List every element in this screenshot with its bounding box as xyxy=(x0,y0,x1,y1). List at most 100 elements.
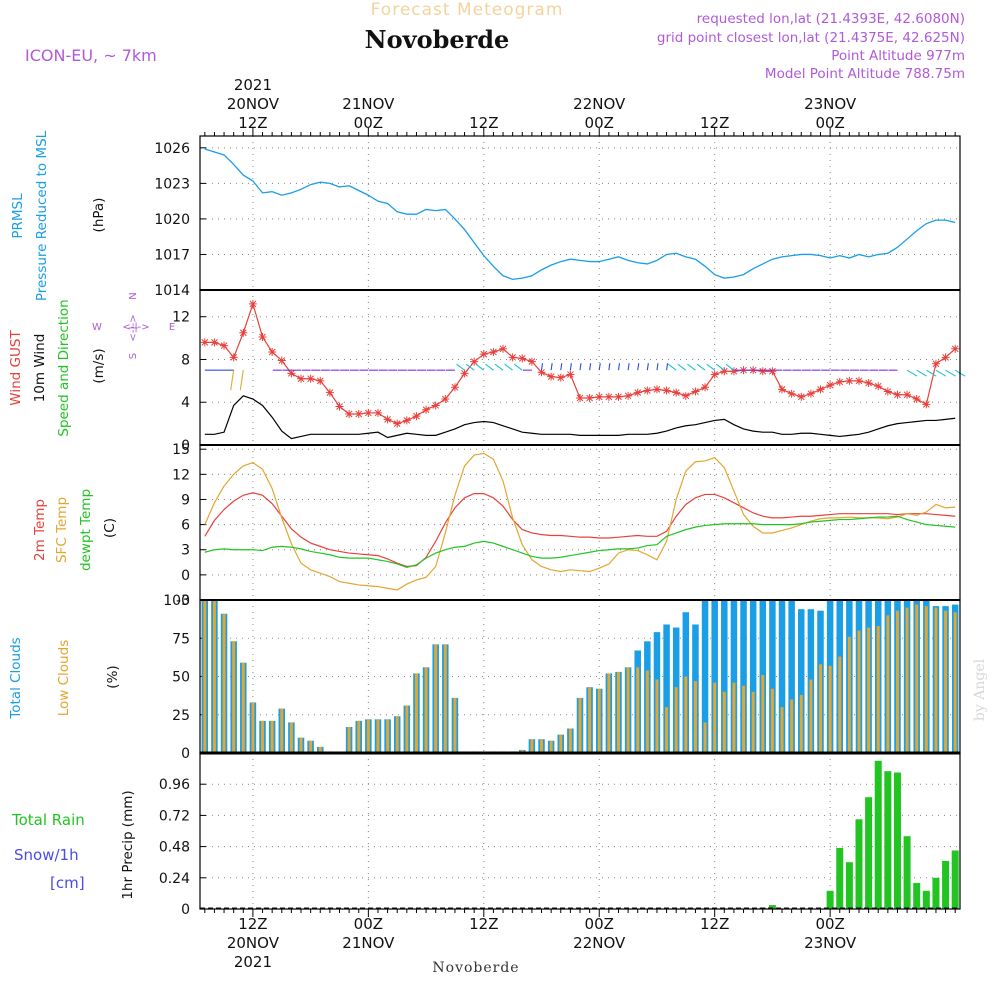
low-clouds-bar xyxy=(732,682,736,753)
low-clouds-bar xyxy=(693,681,697,753)
wind-direction-arrow xyxy=(579,363,582,371)
rain-bar xyxy=(865,797,873,909)
gust-marker xyxy=(893,390,902,399)
wind-direction-arrow xyxy=(926,369,937,377)
bottom-time-label: 00Z xyxy=(815,915,844,933)
gust-marker xyxy=(922,400,931,409)
gust-marker xyxy=(460,369,469,378)
compass-icon: N <-|-> S W <-|-> E xyxy=(92,292,175,359)
gust-marker xyxy=(277,356,286,365)
low-clouds-bar xyxy=(915,604,919,753)
total-clouds-bar xyxy=(769,600,776,753)
low-clouds-bar xyxy=(895,610,899,753)
low-clouds-bar xyxy=(261,720,265,753)
gust-marker xyxy=(652,385,661,394)
top-time-label: 23NOV xyxy=(804,95,857,113)
gust-marker xyxy=(624,391,633,400)
gust-marker xyxy=(681,391,690,400)
wind-direction-arrow xyxy=(706,363,716,371)
low-clouds-bar xyxy=(597,688,601,753)
gust-marker xyxy=(778,385,787,394)
low-clouds-bar xyxy=(713,682,717,753)
rain-bar xyxy=(855,819,863,909)
rain-bar xyxy=(768,905,776,909)
bottom-time-label: 12Z xyxy=(238,915,267,933)
total-clouds-bar xyxy=(711,600,718,753)
gust-marker xyxy=(835,377,844,386)
low-clouds-bar xyxy=(405,705,409,753)
wind-direction-arrow xyxy=(617,363,621,371)
low-clouds-bar xyxy=(616,671,620,753)
gust-marker xyxy=(306,374,315,383)
top-time-label: 00Z xyxy=(815,114,844,132)
gust-marker xyxy=(691,387,700,396)
faded-title: Forecast Meteogram xyxy=(371,0,564,20)
rain-bar xyxy=(951,850,959,909)
gust-marker xyxy=(806,389,815,398)
pressure-line xyxy=(204,148,956,281)
low-clouds-bar xyxy=(376,719,380,753)
low-clouds-bar xyxy=(222,613,226,753)
gust-marker xyxy=(422,405,431,414)
compass-e: E xyxy=(169,322,175,333)
y-tick-label: 8 xyxy=(181,352,190,368)
gust-marker xyxy=(508,353,517,362)
bottom-time-label: 00Z xyxy=(354,915,383,933)
low-clouds-bar xyxy=(251,702,255,753)
total-clouds-bar xyxy=(701,600,709,753)
y-tick-label: 50 xyxy=(172,670,190,686)
low-clouds-bar xyxy=(309,740,313,753)
gust-marker xyxy=(912,395,921,404)
low-clouds-bar xyxy=(443,644,447,753)
gust-marker xyxy=(287,369,296,378)
gust-marker xyxy=(383,415,392,424)
low-clouds-bar xyxy=(530,739,534,753)
gust-marker xyxy=(826,381,835,390)
low-clouds-bar xyxy=(347,726,351,753)
model-altitude: Model Point Altitude 788.75m xyxy=(765,66,965,82)
gust-marker xyxy=(854,376,863,385)
low-clouds-bar xyxy=(520,749,524,753)
gust-marker xyxy=(662,386,671,395)
gust-marker xyxy=(883,387,892,396)
wind-direction-arrow xyxy=(725,363,735,371)
gust-marker xyxy=(402,416,411,425)
gust-marker xyxy=(345,410,354,418)
wind-direction-arrow xyxy=(687,363,696,371)
bottom-time-label: 21NOV xyxy=(342,934,395,952)
dewpt-line xyxy=(204,515,956,568)
snow-unit: [cm] xyxy=(50,874,85,892)
gust-marker xyxy=(874,382,883,391)
precip-unit: 1hr Precip (mm) xyxy=(120,790,136,899)
wind-direction-arrow xyxy=(485,363,494,371)
bottom-time-label: 12Z xyxy=(469,915,498,933)
wind-direction-arrow xyxy=(456,363,465,371)
rain-bar xyxy=(932,877,940,909)
gust-marker xyxy=(595,392,604,401)
wind-direction-arrow xyxy=(608,363,611,371)
low-clouds-bar xyxy=(655,679,659,753)
wind-direction-arrow xyxy=(513,363,523,371)
gust-marker xyxy=(797,392,806,401)
gust-marker xyxy=(845,376,854,385)
gust-marker xyxy=(210,338,219,347)
y-tick-label: 0.72 xyxy=(159,808,190,824)
total-clouds-bar xyxy=(788,600,795,753)
low-clouds-bar xyxy=(799,694,803,753)
y-tick-label: 1014 xyxy=(154,283,190,299)
low-clouds-bar xyxy=(578,697,582,753)
gust-marker xyxy=(903,390,912,399)
gust-marker xyxy=(229,353,238,362)
sfc-temp-line xyxy=(204,452,956,591)
wind-line xyxy=(204,395,956,440)
wind-direction-arrow xyxy=(475,363,485,371)
credit: by Angel xyxy=(972,658,988,721)
gust-marker xyxy=(643,386,652,395)
total-clouds-bar xyxy=(798,609,805,753)
gust-marker xyxy=(864,379,873,387)
dewpt-label: dewpt Temp xyxy=(78,489,94,571)
wind-direction-arrow xyxy=(646,363,649,371)
y-tick-label: 12 xyxy=(172,467,190,483)
